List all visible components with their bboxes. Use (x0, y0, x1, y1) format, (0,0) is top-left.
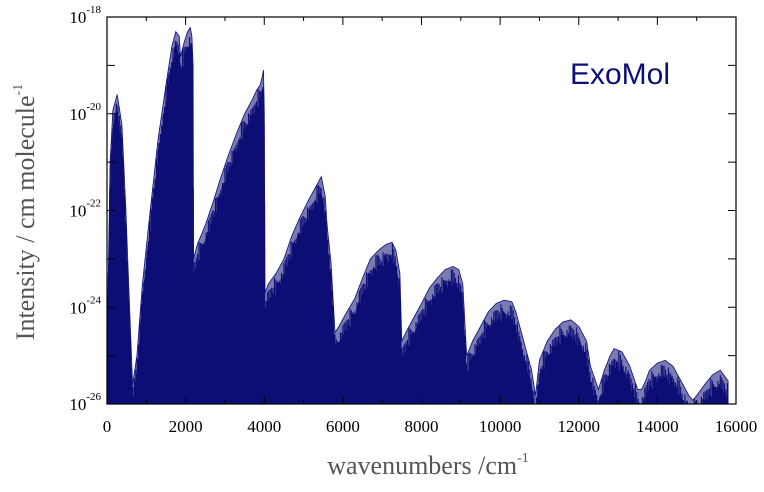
x-axis-title: wavenumbers /cm-1 (327, 451, 529, 480)
y-tick-exponent: -20 (86, 101, 101, 113)
x-tick-label: 8000 (405, 417, 439, 436)
y-axis-title-superscript: -1 (11, 84, 26, 96)
y-tick-label: 10-18 (69, 4, 101, 27)
x-tick-label: 4000 (247, 417, 281, 436)
y-axis-title: Intensity / cm molecule-1 (11, 84, 40, 340)
x-tick-label: 0 (103, 417, 112, 436)
plot-frame (106, 16, 737, 405)
y-tick-exponent: -26 (86, 391, 101, 403)
x-tick-label: 14000 (636, 417, 679, 436)
x-tick-label: 12000 (558, 417, 601, 436)
y-tick-label: 10-22 (69, 198, 101, 221)
y-tick-label: 10-26 (69, 391, 101, 414)
x-axis-title-superscript: -1 (517, 451, 529, 466)
x-tick-label: 2000 (169, 417, 203, 436)
y-tick-label: 10-20 (69, 101, 101, 124)
y-tick-label: 10-24 (69, 294, 101, 317)
x-tick-label: 10000 (479, 417, 522, 436)
spectrum-envelope (106, 26, 729, 405)
x-tick-label: 6000 (326, 417, 360, 436)
x-axis-ticks: 0 2000 4000 6000 8000 10000 12000 14000 16000 (103, 17, 758, 436)
y-axis-title-text: Intensity / cm molecule (11, 95, 40, 340)
y-tick-exponent: -22 (86, 198, 101, 210)
exomol-annotation: ExoMol (570, 58, 670, 91)
x-tick-label: 16000 (715, 417, 758, 436)
y-tick-exponent: -24 (86, 294, 101, 306)
x-axis-title-text: wavenumbers /cm (327, 451, 517, 480)
plot-area (106, 26, 729, 405)
y-tick-exponent: -18 (86, 4, 101, 16)
